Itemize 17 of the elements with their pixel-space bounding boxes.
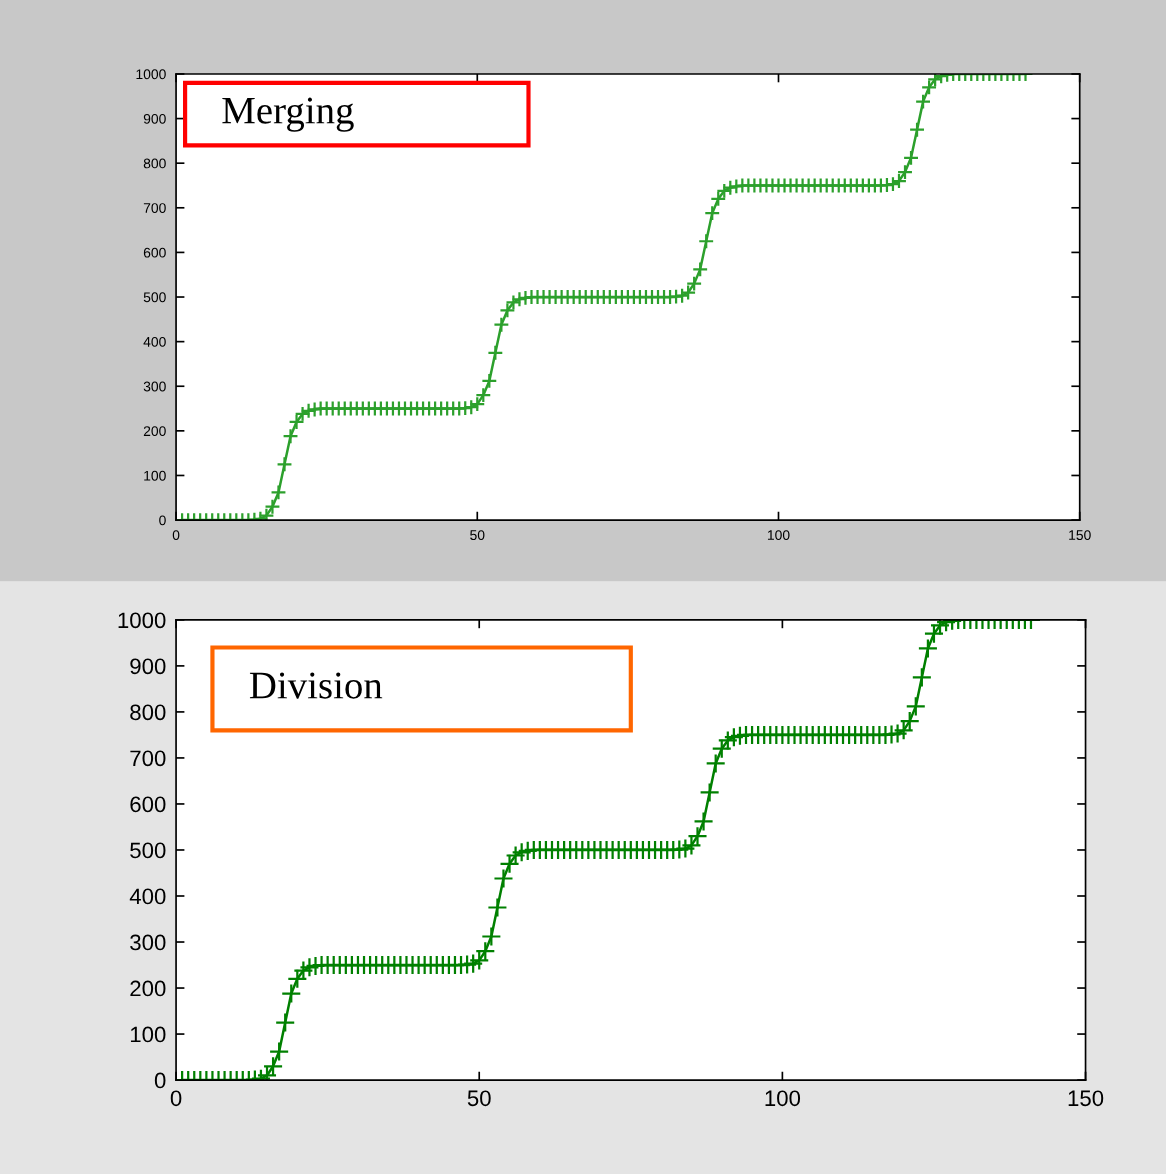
- annotation: Merging: [222, 97, 354, 132]
- x-tick-label: 100: [765, 1090, 801, 1107]
- annotation: Division: [249, 672, 383, 699]
- y-tick-label: 900: [130, 658, 166, 675]
- y-tick-label: 200: [130, 980, 166, 997]
- y-tick-label: 1000: [118, 612, 166, 629]
- y-tick-label: 100: [130, 1026, 166, 1043]
- x-tick-label: 0: [170, 1090, 182, 1107]
- y-tick-label: 500: [130, 842, 166, 859]
- x-tick-label: 150: [1068, 1090, 1104, 1107]
- y-tick-label: 400: [129, 888, 166, 905]
- y-tick-label: 700: [130, 750, 166, 767]
- y-tick-label: 0: [154, 1072, 166, 1089]
- y-tick-label: 600: [130, 796, 166, 813]
- x-tick-label: 50: [467, 1090, 491, 1107]
- y-tick-label: 300: [130, 934, 166, 951]
- y-tick-label: 800: [130, 704, 166, 721]
